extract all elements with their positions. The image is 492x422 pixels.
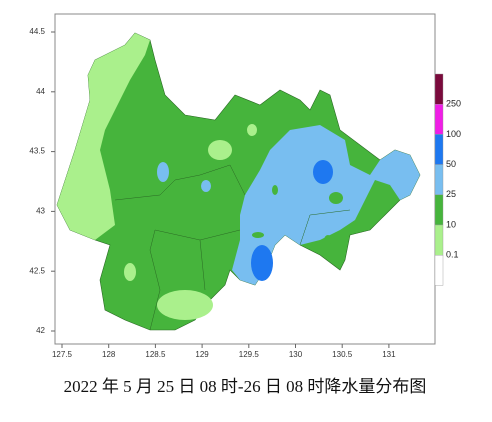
green-spot (324, 235, 332, 245)
green-spot (272, 185, 278, 195)
lat-axis: 44.5 44 43.5 43 42.5 42 (29, 27, 55, 335)
lon-tick-label: 128 (102, 350, 116, 359)
legend-label: 100 (446, 129, 461, 139)
lat-tick-label: 43.5 (29, 147, 45, 156)
lon-tick-label: 127.5 (52, 350, 73, 359)
green-spot (329, 192, 343, 204)
blue-area (251, 245, 273, 281)
light-green-area (157, 290, 213, 320)
lon-tick-label: 130.5 (332, 350, 353, 359)
legend-label: 50 (446, 159, 456, 169)
lat-tick-label: 44 (36, 87, 45, 96)
lat-tick-label: 43 (36, 207, 45, 216)
map-region (56, 32, 421, 331)
light-green-area (247, 124, 257, 136)
light-blue-area (157, 162, 169, 182)
legend-swatch (434, 103, 444, 135)
lon-tick-label: 129.5 (239, 350, 260, 359)
lon-tick-label: 129 (195, 350, 209, 359)
lon-tick-label: 128.5 (145, 350, 166, 359)
blue-area (313, 160, 333, 184)
green-spot (252, 232, 264, 238)
light-blue-area (201, 180, 211, 192)
legend-label: 0.1 (446, 250, 459, 260)
legend-swatch (434, 224, 444, 256)
lat-tick-label: 42 (36, 326, 45, 335)
legend: 250 100 50 25 10 0.1 (434, 73, 461, 286)
legend-label: 25 (446, 189, 456, 199)
lon-tick-label: 131 (382, 350, 396, 359)
lon-axis: 127.5 128 128.5 129 129.5 130 130.5 131 (52, 344, 396, 359)
legend-swatch (434, 134, 444, 165)
legend-swatch (434, 164, 444, 196)
legend-label: 250 (446, 99, 461, 109)
lat-tick-label: 42.5 (29, 266, 45, 275)
boundary-line (114, 164, 351, 331)
light-green-area (57, 33, 150, 240)
legend-swatch (434, 254, 444, 286)
lon-tick-label: 130 (289, 350, 303, 359)
light-green-area (124, 263, 136, 281)
lat-tick-label: 44.5 (29, 27, 45, 36)
caption: 2022 年 5 月 25 日 08 时-26 日 08 时降水量分布图 (64, 377, 427, 396)
legend-swatch (434, 73, 444, 105)
light-blue-area (232, 125, 420, 285)
legend-swatch (434, 194, 444, 226)
legend-label: 10 (446, 219, 456, 229)
light-green-area (208, 140, 232, 160)
